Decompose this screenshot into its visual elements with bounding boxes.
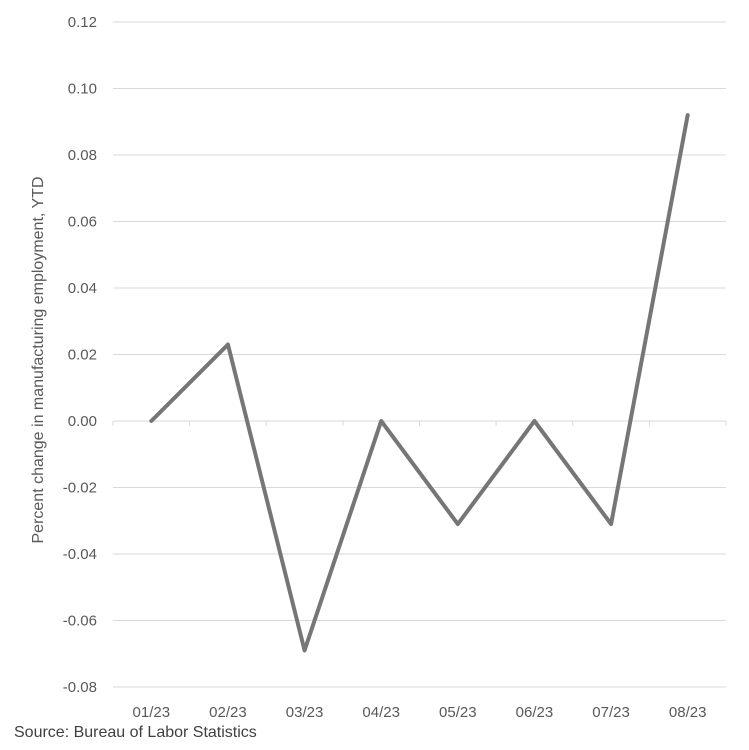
series-line — [149, 113, 690, 653]
gridlines — [113, 21, 726, 688]
y-tick-label: 0.08 — [68, 147, 97, 164]
y-tick-label: 0.00 — [68, 413, 97, 430]
x-tick-label: 07/23 — [592, 704, 630, 721]
x-tick-label: 06/23 — [516, 704, 554, 721]
x-tick-label: 04/23 — [362, 704, 400, 721]
y-tick-label: -0.02 — [63, 480, 97, 497]
x-tick-label: 05/23 — [439, 704, 477, 721]
series-layer — [149, 113, 690, 653]
y-tick-label: 0.10 — [68, 81, 97, 98]
x-tick-label: 02/23 — [209, 704, 247, 721]
y-tick-label: 0.06 — [68, 214, 97, 231]
x-tick-label: 01/23 — [133, 704, 171, 721]
y-tick-label: -0.06 — [63, 613, 97, 630]
y-tick-label: 0.04 — [68, 280, 97, 297]
y-tick-label: 0.12 — [68, 14, 97, 31]
source-note: Source: Bureau of Labor Statistics — [14, 724, 257, 741]
y-tick-label: -0.08 — [63, 679, 97, 696]
x-axis: 01/23 02/23 03/23 04/23 05/23 06/23 07/23 08/23 — [112, 421, 727, 721]
x-tick-label: 03/23 — [286, 704, 324, 721]
y-axis-title: Percent change in manufacturing employme… — [30, 176, 47, 543]
y-tick-label: 0.02 — [68, 347, 97, 364]
x-tick-label: 08/23 — [669, 704, 707, 721]
y-tick-label: -0.04 — [63, 546, 97, 563]
y-axis-tick-labels: 0.12 0.10 0.08 0.06 0.04 0.02 0.00 -0.02 -0.04 -0… — [63, 14, 97, 696]
